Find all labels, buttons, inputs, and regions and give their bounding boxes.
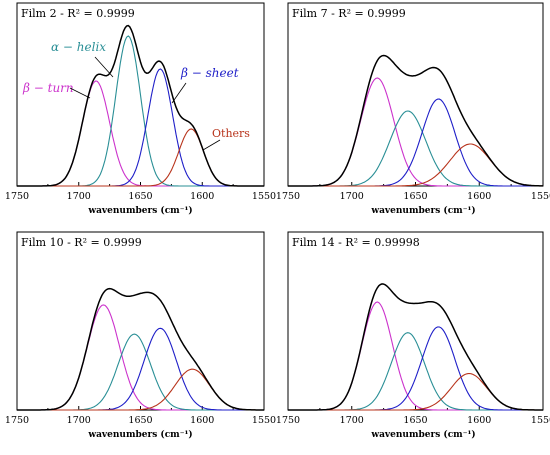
panel-film-2: 1750 1700 1650 1600 1550 wavenumbers (cm⁻¹) Fi… <box>5 2 276 216</box>
x-tick-label: 1600 <box>190 191 214 202</box>
x-tick-label: 1750 <box>5 415 29 426</box>
x-tick-label: 1550 <box>252 191 276 202</box>
series-line-envelope <box>17 287 264 411</box>
x-tick-label: 1650 <box>403 415 427 426</box>
series-line-alpha-helix <box>288 110 543 187</box>
x-axis-label: wavenumbers (cm⁻¹) <box>87 205 192 216</box>
series-line-envelope <box>288 283 543 411</box>
x-tick-label: 1700 <box>340 191 364 202</box>
chart-title: Film 7 - R² = 0.9999 <box>292 7 406 20</box>
annotation-beta-sheet: β − sheet <box>180 66 239 80</box>
series-line-beta-sheet <box>288 98 543 187</box>
x-axis-label: wavenumbers (cm⁻¹) <box>87 429 192 440</box>
plot-frame <box>287 2 544 187</box>
series-line-beta-turn <box>288 77 543 187</box>
x-tick-label: 1750 <box>276 415 300 426</box>
x-tick-label: 1550 <box>531 191 550 202</box>
x-tick-label: 1700 <box>67 415 91 426</box>
annotation-arrow <box>202 139 221 151</box>
series-line-others <box>288 143 543 187</box>
chart-title: Film 10 - R² = 0.9999 <box>21 236 142 249</box>
annotation-arrow <box>171 82 187 104</box>
x-tick-label: 1550 <box>252 415 276 426</box>
chart-title: Film 2 - R² = 0.9999 <box>21 7 135 20</box>
x-tick-label: 1600 <box>190 415 214 426</box>
x-axis-label: wavenumbers (cm⁻¹) <box>370 205 475 216</box>
annotation-beta-turn: β − turn <box>22 81 74 95</box>
x-tick-label: 1700 <box>67 191 91 202</box>
annotation-arrow <box>69 87 91 99</box>
panel-film-10: 1750 1700 1650 1600 1550 wavenumbers (cm⁻¹) Fi… <box>5 231 276 440</box>
series-line-envelope <box>288 54 543 187</box>
x-tick-label: 1700 <box>340 415 364 426</box>
x-tick-label: 1750 <box>276 191 300 202</box>
annotation-alpha-helix: α − helix <box>51 40 106 54</box>
annotation-others: Others <box>212 127 250 140</box>
annotation-arrow <box>94 56 114 78</box>
x-tick-label: 1600 <box>467 415 491 426</box>
x-tick-label: 1550 <box>531 415 550 426</box>
x-tick-label: 1600 <box>467 191 491 202</box>
panel-film-14: 1750 1700 1650 1600 1550 wavenumbers (cm⁻¹) Fi… <box>276 231 550 440</box>
series-line-alpha-helix <box>17 35 264 187</box>
panel-film-7: 1750 1700 1650 1600 1550 wavenumbers (cm⁻¹) Fi… <box>276 2 550 216</box>
x-tick-label: 1650 <box>128 191 152 202</box>
series-line-alpha-helix <box>288 332 543 411</box>
x-tick-label: 1650 <box>403 191 427 202</box>
x-tick-label: 1650 <box>128 415 152 426</box>
series-line-beta-turn <box>17 304 264 411</box>
plot-frame <box>16 231 265 411</box>
x-axis-label: wavenumbers (cm⁻¹) <box>370 429 475 440</box>
chart-title: Film 14 - R² = 0.99998 <box>292 236 420 249</box>
x-tick-label: 1750 <box>5 191 29 202</box>
series-line-beta-sheet <box>288 326 543 411</box>
plot-frame <box>287 231 544 411</box>
series-line-envelope <box>17 24 264 187</box>
series-line-beta-turn <box>288 301 543 411</box>
